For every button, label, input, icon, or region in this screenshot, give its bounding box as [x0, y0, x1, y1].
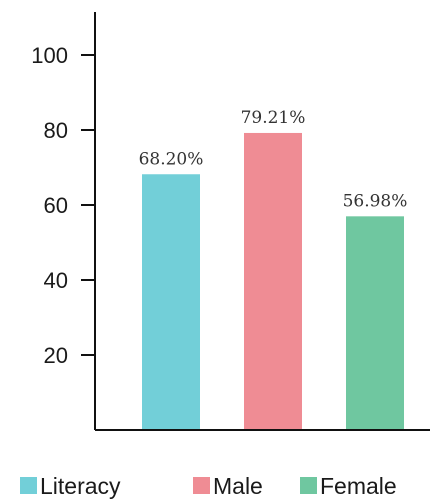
data-label-male: 79.21%: [241, 108, 306, 128]
bar-literacy: [142, 174, 200, 430]
legend: Literacy Male Female: [20, 473, 397, 499]
y-tick-label: 100: [31, 43, 68, 68]
data-label-literacy: 68.20%: [139, 149, 204, 169]
legend-swatch-literacy: [20, 477, 37, 494]
legend-label-female: Female: [320, 473, 397, 499]
y-tick-label: 40: [44, 268, 68, 293]
bars: 68.20% 79.21% 56.98%: [139, 108, 408, 430]
y-axis: 20 40 60 80 100: [31, 12, 96, 430]
legend-label-male: Male: [213, 473, 263, 499]
y-tick-label: 80: [44, 118, 68, 143]
y-tick-label: 20: [44, 343, 68, 368]
data-label-female: 56.98%: [343, 191, 408, 211]
bar-male: [244, 132, 302, 430]
bar-female: [346, 216, 404, 430]
legend-label-literacy: Literacy: [40, 473, 121, 499]
legend-swatch-male: [193, 477, 210, 494]
legend-swatch-female: [300, 477, 317, 494]
y-tick-label: 60: [44, 193, 68, 218]
